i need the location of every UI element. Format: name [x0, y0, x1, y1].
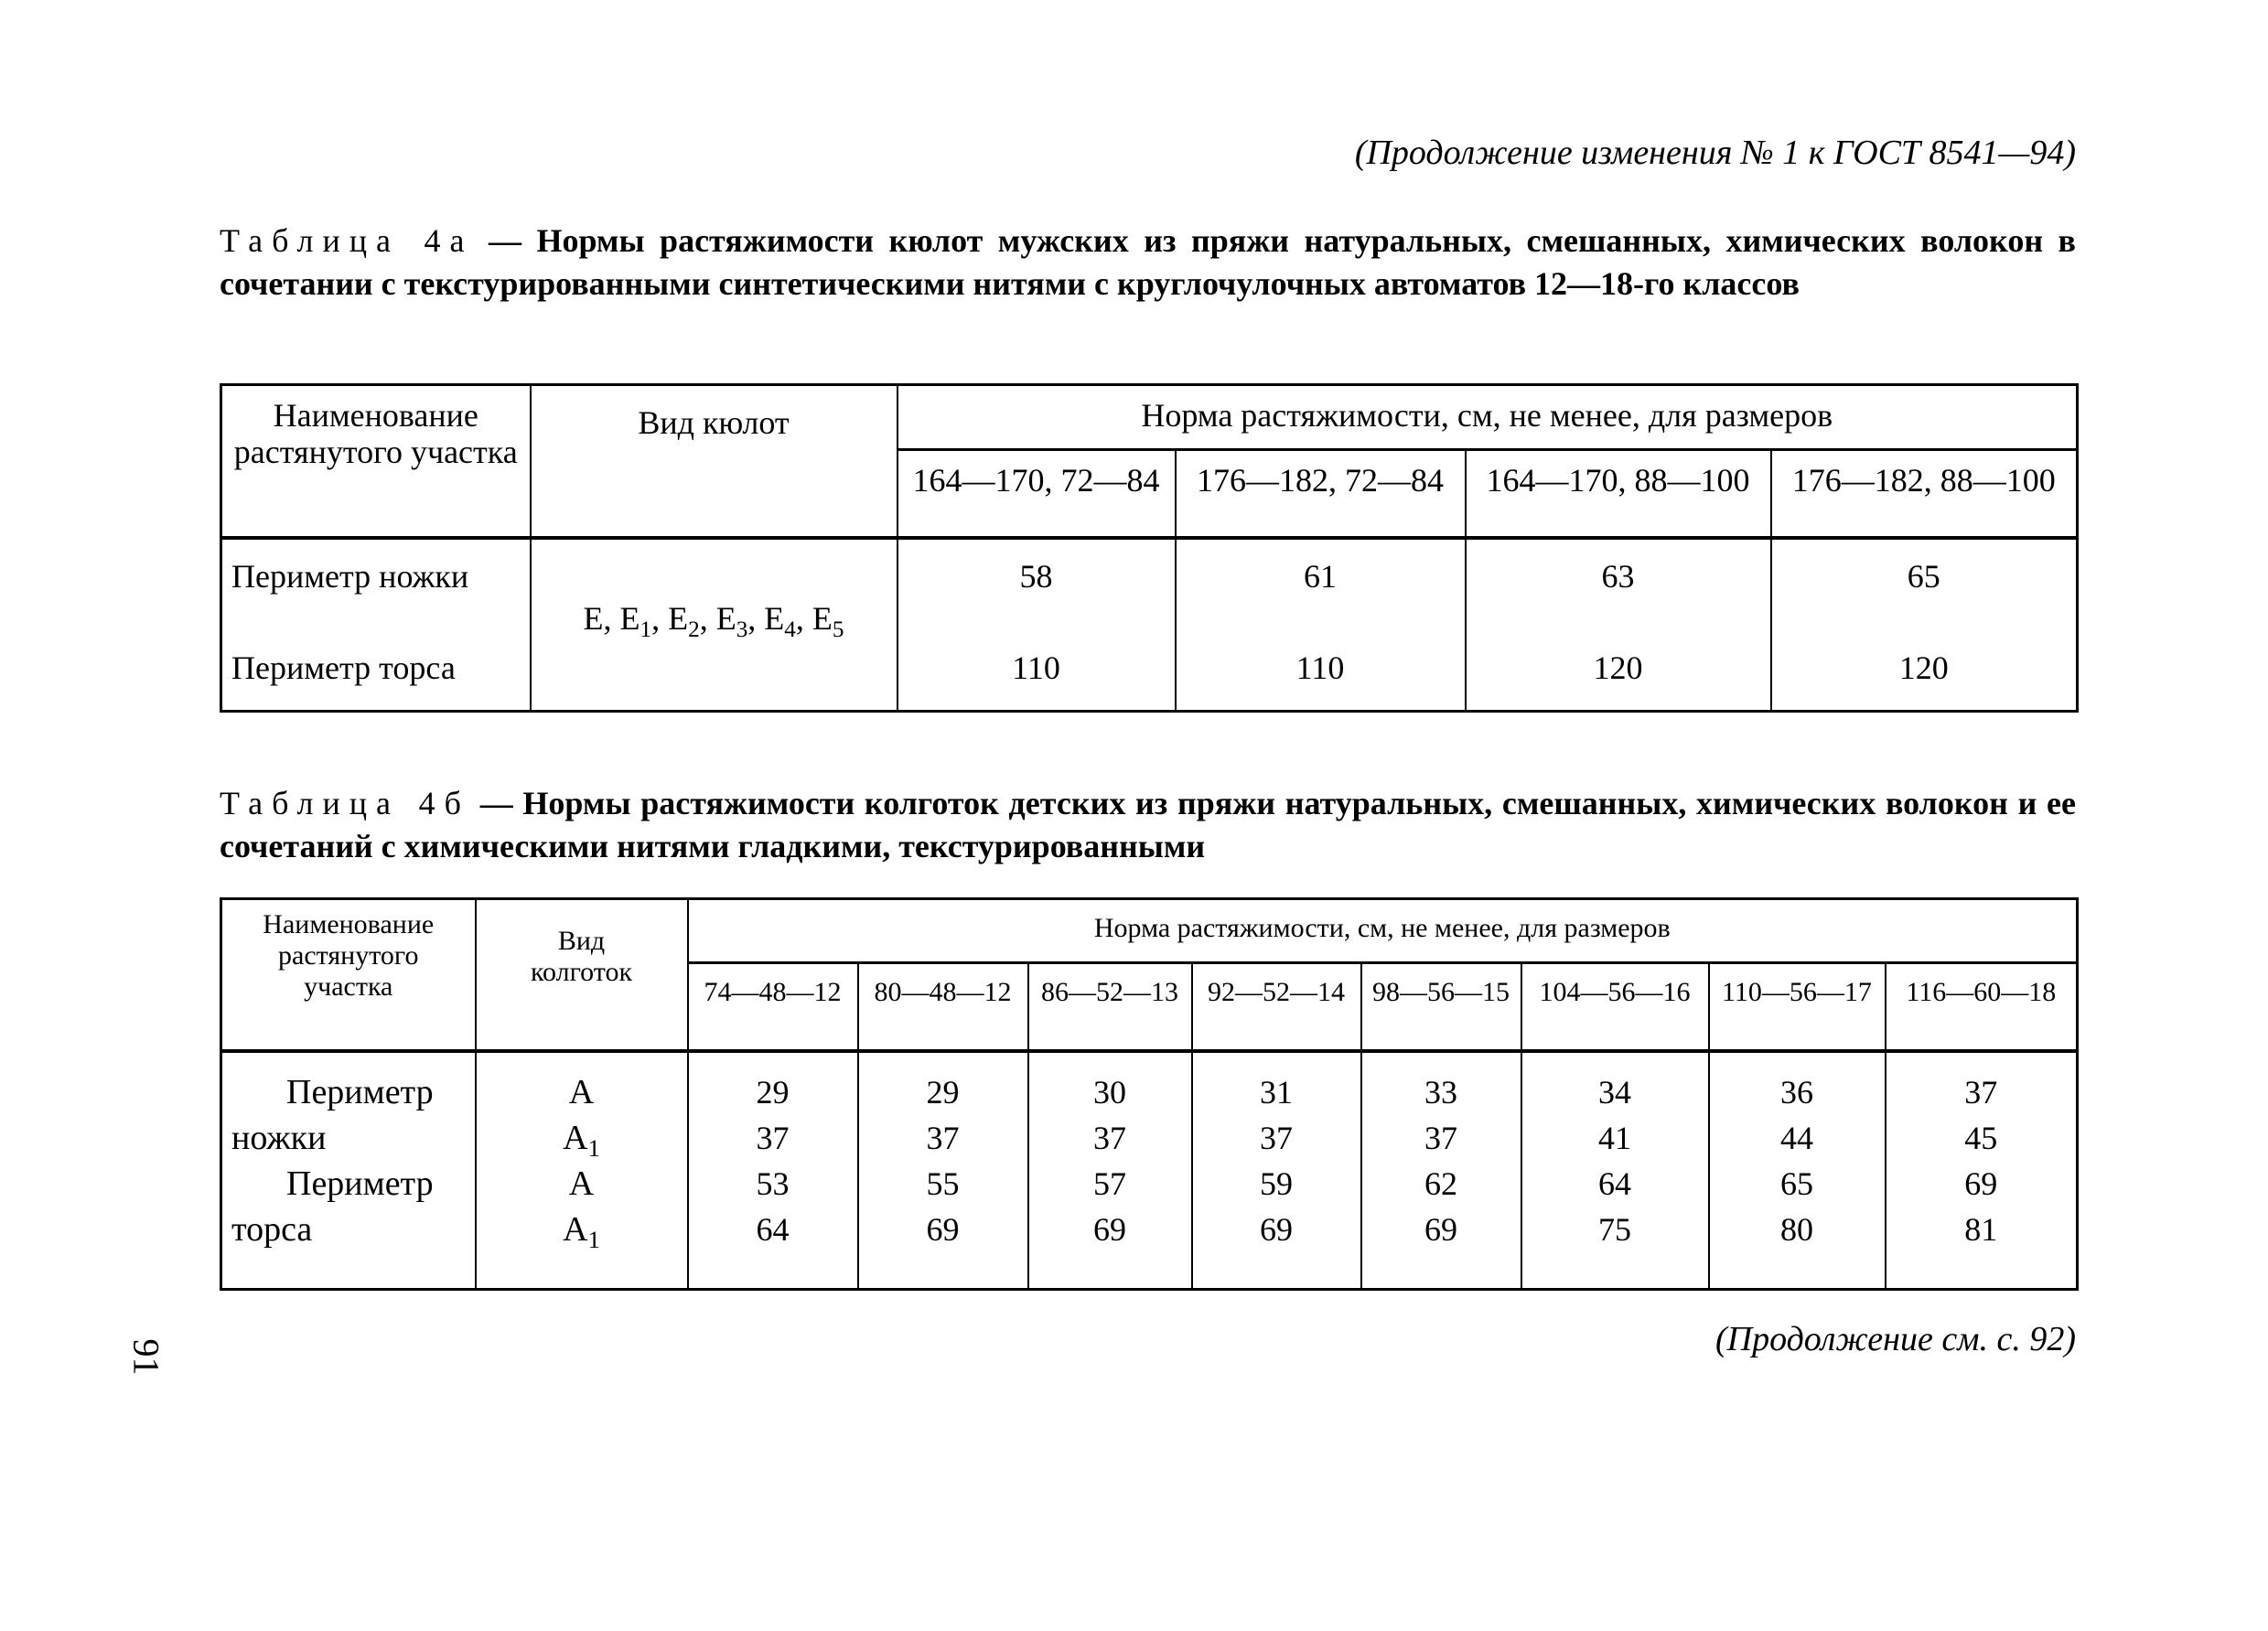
value: 53: [756, 1164, 790, 1202]
value: 120: [1593, 649, 1643, 686]
value: 61: [1304, 557, 1337, 595]
table-4a-title: — Нормы растяжимости кюлот мужских из пр…: [220, 222, 2076, 302]
value: 69: [1260, 1210, 1293, 1248]
row-name: Периметр торса: [231, 649, 456, 686]
value: 45: [1964, 1119, 1998, 1156]
table-4a-caption: Таблица 4а — Нормы растяжимости кюлот му…: [220, 220, 2076, 306]
size-header: 116—60—18: [1884, 961, 2079, 1053]
value: 75: [1598, 1210, 1631, 1248]
size-header: 164—170, 72—84: [896, 448, 1177, 540]
value: 69: [1424, 1210, 1457, 1248]
value-cell: 34 41 64 75: [1520, 1049, 1710, 1291]
size-header: 176—182, 88—100: [1769, 448, 2079, 540]
value: 69: [1964, 1164, 1998, 1202]
value-cell: 65 120: [1769, 536, 2079, 713]
size-header: 92—52—14: [1190, 961, 1362, 1053]
value: 44: [1780, 1119, 1813, 1156]
value-cell: 63 120: [1464, 536, 1772, 713]
value: 34: [1598, 1073, 1631, 1111]
table-4b-caption: Таблица 4б — Нормы растяжимости колготок…: [220, 782, 2076, 868]
col-header-name: Наименование растянутого участка: [220, 383, 532, 540]
type-cell: A A1 A A1: [474, 1049, 689, 1291]
value: 37: [756, 1119, 790, 1156]
value: 62: [1424, 1164, 1457, 1202]
table-4b-title: — Нормы растяжимости колготок детских из…: [220, 785, 2076, 864]
value: 59: [1260, 1164, 1293, 1202]
type-value: A1: [563, 1209, 600, 1253]
value: 37: [1260, 1119, 1293, 1156]
continuation-header: (Продолжение изменения № 1 к ГОСТ 8541—9…: [1354, 134, 2076, 172]
row-name: Периметр ножки: [231, 1072, 434, 1157]
type-value: A: [568, 1072, 595, 1111]
value-cell: 30 37 57 69: [1027, 1049, 1193, 1291]
size-header: 98—56—15: [1360, 961, 1522, 1053]
value: 80: [1780, 1210, 1813, 1248]
value: 37: [1093, 1119, 1126, 1156]
row-names: Периметр ножки Периметр торса: [220, 1049, 477, 1291]
value: 31: [1260, 1073, 1293, 1111]
value: 33: [1424, 1073, 1457, 1111]
value-cell: 33 37 62 69: [1360, 1049, 1522, 1291]
size-header: 164—170, 88—100: [1464, 448, 1772, 540]
value: 63: [1601, 557, 1635, 595]
value: 81: [1964, 1210, 1998, 1248]
value-cell: 58 110: [896, 536, 1177, 713]
value: 57: [1093, 1164, 1126, 1202]
size-header: 104—56—16: [1520, 961, 1710, 1053]
table-4a-label: Таблица 4а: [220, 222, 474, 259]
size-header: 80—48—12: [856, 961, 1029, 1053]
value: 69: [926, 1210, 960, 1248]
size-header: 74—48—12: [686, 961, 859, 1053]
col-header-type: Вид колготок: [474, 897, 689, 1053]
size-header: 110—56—17: [1707, 961, 1886, 1053]
value: 110: [1295, 649, 1345, 686]
type-cell: E, E1, E2, E3, E4, E5: [529, 536, 898, 713]
type-value: E, E1, E2, E3, E4, E5: [583, 600, 844, 643]
value: 65: [1907, 557, 1940, 595]
col-header-norm: Норма растяжимости, см, не менее, для ра…: [896, 383, 2079, 451]
value-cell: 36 44 65 80: [1707, 1049, 1886, 1291]
value: 55: [926, 1164, 960, 1202]
value: 30: [1093, 1073, 1126, 1111]
value: 58: [1019, 557, 1053, 595]
row-names: Периметр ножки Периметр торса: [220, 536, 532, 713]
col-header-type: Вид кюлот: [529, 383, 898, 540]
row-name: Периметр ножки: [231, 557, 469, 595]
size-header: 86—52—13: [1027, 961, 1193, 1053]
value: 69: [1093, 1210, 1126, 1248]
value: 29: [756, 1073, 790, 1111]
table-4b: Наименование растянутого участка Вид кол…: [220, 897, 2080, 1291]
value: 65: [1780, 1164, 1813, 1202]
type-value: A1: [563, 1118, 600, 1162]
value: 37: [1424, 1119, 1457, 1156]
value: 36: [1780, 1073, 1813, 1111]
row-name: Периметр торса: [231, 1164, 434, 1249]
type-value: A: [568, 1164, 595, 1203]
value-cell: 61 110: [1174, 536, 1467, 713]
table-4b-label: Таблица 4б: [220, 785, 470, 821]
value-cell: 31 37 59 69: [1190, 1049, 1362, 1291]
value: 41: [1598, 1119, 1631, 1156]
value-cell: 29 37 55 69: [856, 1049, 1029, 1291]
value: 120: [1898, 649, 1949, 686]
size-header: 176—182, 72—84: [1174, 448, 1467, 540]
value-cell: 29 37 53 64: [686, 1049, 859, 1291]
value: 29: [926, 1073, 960, 1111]
col-header-norm: Норма растяжимости, см, не менее, для ра…: [686, 897, 2079, 964]
value: 110: [1012, 649, 1060, 686]
value: 37: [926, 1119, 960, 1156]
continuation-footer: (Продолжение см. с. 92): [1714, 1320, 2076, 1358]
value-cell: 37 45 69 81: [1884, 1049, 2079, 1291]
value: 64: [756, 1210, 790, 1248]
table-4a: Наименование растянутого участка Вид кюл…: [220, 383, 2079, 713]
value: 37: [1964, 1073, 1998, 1111]
value: 64: [1598, 1164, 1631, 1202]
page-number: 91: [125, 1338, 167, 1376]
col-header-name: Наименование растянутого участка: [220, 897, 477, 1053]
